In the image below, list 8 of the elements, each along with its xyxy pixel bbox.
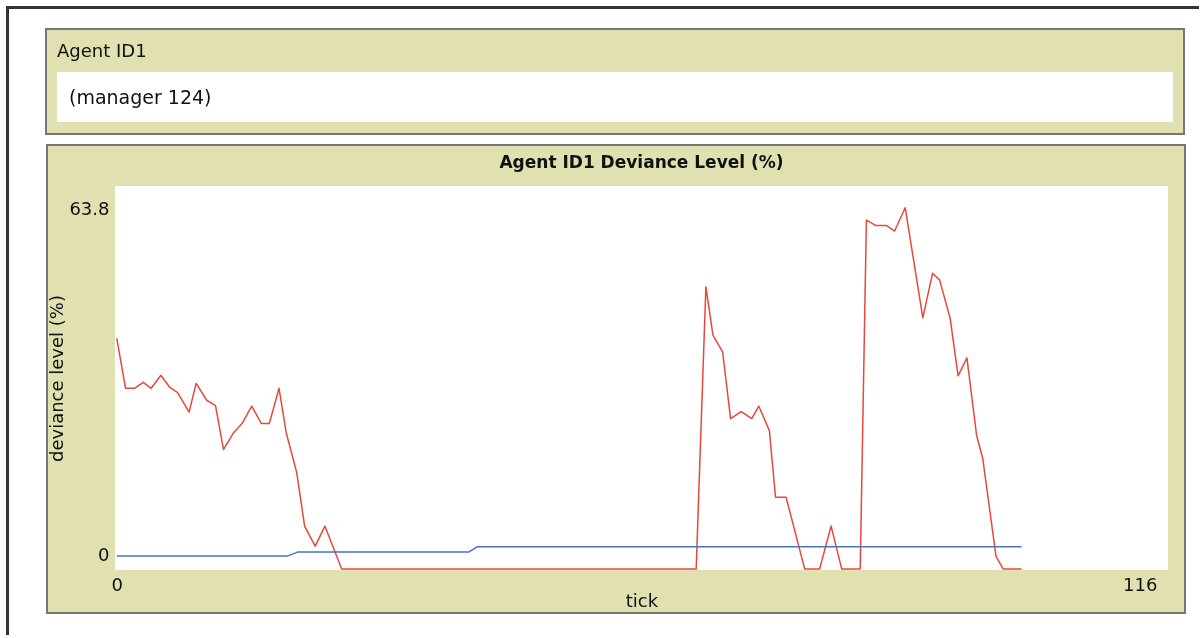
- x-axis-title: tick: [625, 589, 659, 611]
- y-tick-label: 63.8: [69, 198, 110, 220]
- x-tick-label: 116: [1123, 573, 1158, 595]
- text: (manager 124): [57, 72, 1173, 122]
- line-series: [116, 206, 1023, 570]
- y-axis-title: deviance level (%): [46, 295, 68, 462]
- text: Agent ID1: [57, 40, 147, 61]
- chart-title: Agent ID1 Deviance Level (%): [499, 152, 784, 172]
